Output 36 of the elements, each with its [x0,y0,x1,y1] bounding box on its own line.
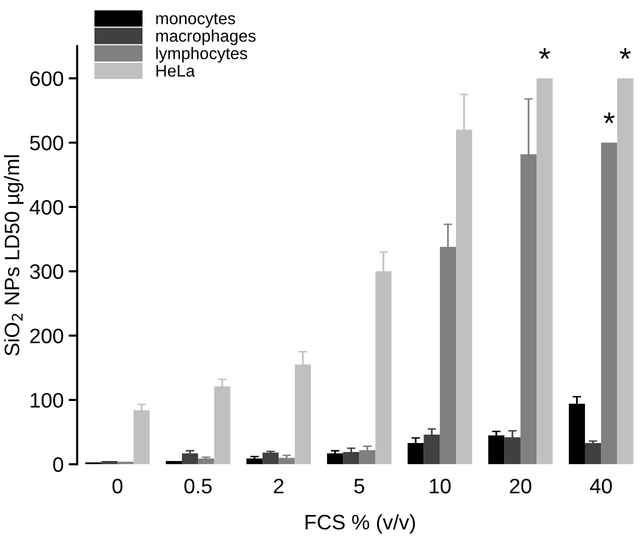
bar [601,142,618,464]
y-tick-label: 100 [30,392,64,408]
x-tick-label: 0 [112,478,122,494]
bar [343,452,360,464]
data-label: * [539,48,550,59]
y-axis-title: SiO$_{2}$ NPs LD50 µg/ml [4,155,24,356]
data-label: * [620,48,631,59]
x-tick-label: 20 [510,478,532,494]
bar [262,452,279,464]
y-tick-label: 400 [30,200,64,215]
bar [617,78,634,464]
bar [117,462,134,464]
x-tick-label: 40 [590,478,612,494]
x-tick-label: 0.5 [184,478,212,494]
legend-label: monocytes [156,13,236,28]
legend-label: macrophages [156,30,256,46]
x-tick-label: 5 [354,478,364,494]
legend-label: lymphocytes [156,47,248,63]
data-label: * [604,112,615,124]
bar [327,453,344,464]
x-tick-label: 2 [274,478,284,494]
bar [488,435,504,464]
bar [536,78,553,464]
bar [166,461,182,464]
x-axis-title: FCS % (v/v) [306,514,415,534]
bar [101,461,118,464]
y-tick-label: 300 [30,264,64,280]
legend-label: HeLa [156,65,195,77]
y-tick-label: 0 [53,457,64,472]
x-tick-label: 10 [430,478,451,494]
bar [182,453,198,464]
y-tick-label: 500 [30,136,64,150]
bar [359,450,376,464]
y-tick-label: 600 [30,71,64,86]
bar [584,443,602,464]
y-tick-label: 200 [30,328,64,344]
